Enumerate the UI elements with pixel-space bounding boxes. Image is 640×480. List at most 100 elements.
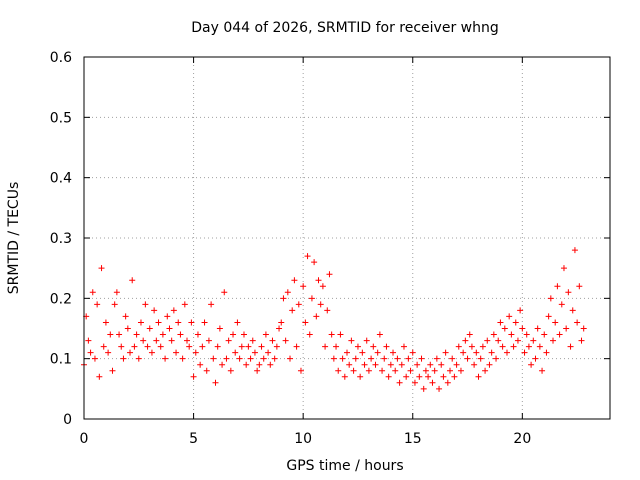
data-point	[473, 349, 480, 356]
data-points	[81, 247, 587, 392]
data-point	[302, 319, 309, 326]
data-point	[91, 355, 98, 362]
y-axis-ticks: 0 0.1 0.2 0.3 0.4 0.5 0.6	[50, 50, 610, 428]
data-point	[464, 355, 471, 362]
data-point	[135, 355, 142, 362]
data-point	[508, 331, 515, 338]
data-point	[269, 337, 276, 344]
data-point	[179, 355, 186, 362]
data-point	[554, 283, 561, 290]
data-point	[344, 349, 350, 356]
data-point	[142, 301, 149, 308]
data-point	[576, 283, 583, 290]
y-tick-label: 0.3	[50, 231, 72, 247]
data-point	[247, 355, 254, 362]
data-point	[414, 361, 421, 368]
grid-lines	[84, 57, 610, 419]
data-point	[449, 355, 456, 362]
data-point	[407, 367, 414, 374]
data-point	[146, 325, 153, 332]
data-point	[144, 343, 151, 350]
data-point	[569, 307, 576, 314]
data-point	[111, 301, 118, 308]
data-point	[159, 331, 166, 338]
data-point	[545, 313, 552, 320]
data-point	[514, 337, 521, 344]
data-point	[230, 331, 237, 338]
data-point	[87, 349, 94, 356]
data-point	[354, 343, 361, 350]
data-point	[348, 337, 355, 344]
data-point	[265, 349, 272, 356]
data-point	[335, 367, 342, 374]
data-point	[227, 367, 234, 374]
data-point	[488, 349, 495, 356]
data-point	[328, 331, 335, 338]
data-point	[539, 367, 546, 374]
data-point	[280, 295, 287, 302]
data-point	[357, 373, 364, 380]
data-point	[418, 355, 425, 362]
data-point	[580, 325, 587, 332]
data-point	[203, 367, 210, 374]
data-point	[552, 319, 559, 326]
data-point	[376, 331, 383, 338]
data-point	[300, 283, 307, 290]
data-point	[140, 337, 147, 344]
y-tick-label: 0.4	[50, 171, 72, 187]
data-point	[234, 319, 241, 326]
data-point	[574, 319, 581, 326]
data-point	[517, 307, 524, 314]
data-point	[381, 355, 388, 362]
data-point	[433, 355, 440, 362]
data-point	[477, 355, 484, 362]
data-point	[455, 343, 462, 350]
data-point	[550, 337, 557, 344]
data-point	[164, 313, 171, 320]
data-point	[194, 331, 201, 338]
data-point	[166, 325, 173, 332]
data-point	[168, 337, 175, 344]
data-point	[506, 313, 513, 320]
data-point	[543, 349, 550, 356]
data-point	[118, 343, 125, 350]
data-point	[442, 349, 449, 356]
data-point	[416, 373, 423, 380]
data-point	[385, 373, 392, 380]
data-point	[330, 355, 337, 362]
data-point	[151, 307, 158, 314]
data-point	[420, 385, 427, 392]
data-point	[313, 313, 320, 320]
data-point	[501, 325, 508, 332]
data-point	[484, 337, 491, 344]
data-point	[462, 337, 469, 344]
data-point	[249, 337, 256, 344]
data-point	[131, 343, 138, 350]
data-point	[536, 343, 543, 350]
data-point	[271, 355, 278, 362]
data-point	[240, 331, 247, 338]
data-point	[495, 337, 502, 344]
data-point	[186, 343, 193, 350]
data-point	[107, 331, 114, 338]
data-point	[438, 361, 445, 368]
data-point	[295, 301, 302, 308]
data-point	[273, 343, 280, 350]
data-point	[523, 331, 530, 338]
data-point	[363, 337, 370, 344]
data-point	[427, 361, 434, 368]
data-point	[431, 367, 438, 374]
data-point	[486, 361, 493, 368]
data-point	[322, 343, 329, 350]
data-point	[181, 301, 188, 308]
data-point	[372, 361, 379, 368]
data-point	[453, 361, 460, 368]
data-point	[175, 319, 182, 326]
data-point	[510, 343, 517, 350]
data-point	[258, 343, 265, 350]
x-tick-label: 10	[294, 431, 312, 447]
data-point	[208, 301, 215, 308]
data-point	[133, 331, 140, 338]
data-point	[556, 331, 563, 338]
